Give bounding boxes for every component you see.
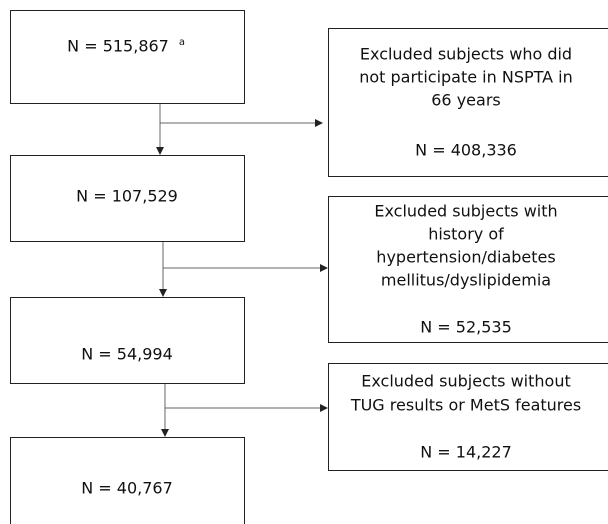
- exclusion-text: TUG results or MetS features: [350, 396, 581, 415]
- exclusion-box: [328, 196, 608, 343]
- exclusion-text: 66 years: [431, 91, 500, 110]
- exclusion-text: history of: [428, 225, 504, 244]
- box: [10, 437, 245, 524]
- exclusion-box: [328, 28, 608, 177]
- box-label: N = 515,867: [67, 37, 169, 56]
- exclusion-count: N = 408,336: [415, 141, 517, 160]
- exclusion-count: N = 52,535: [420, 318, 512, 337]
- exclusion-box: [328, 363, 608, 471]
- box-label: N = 40,767: [81, 479, 173, 498]
- superscript: a: [179, 37, 185, 48]
- box: [10, 10, 245, 104]
- exclusion-count: N = 14,227: [420, 443, 512, 462]
- exclusion-text: Excluded subjects who did: [360, 45, 572, 64]
- exclusion-text: hypertension/diabetes: [376, 248, 555, 267]
- box: [10, 297, 245, 384]
- exclusion-text: Excluded subjects with: [374, 202, 557, 221]
- exclusion-text: not participate in NSPTA in: [359, 68, 573, 87]
- exclusion-text: Excluded subjects without: [361, 372, 570, 391]
- exclusion-text: mellitus/dyslipidemia: [381, 271, 551, 290]
- box-label: N = 107,529: [76, 187, 178, 206]
- box: [10, 155, 245, 242]
- box-label: N = 54,994: [81, 345, 173, 364]
